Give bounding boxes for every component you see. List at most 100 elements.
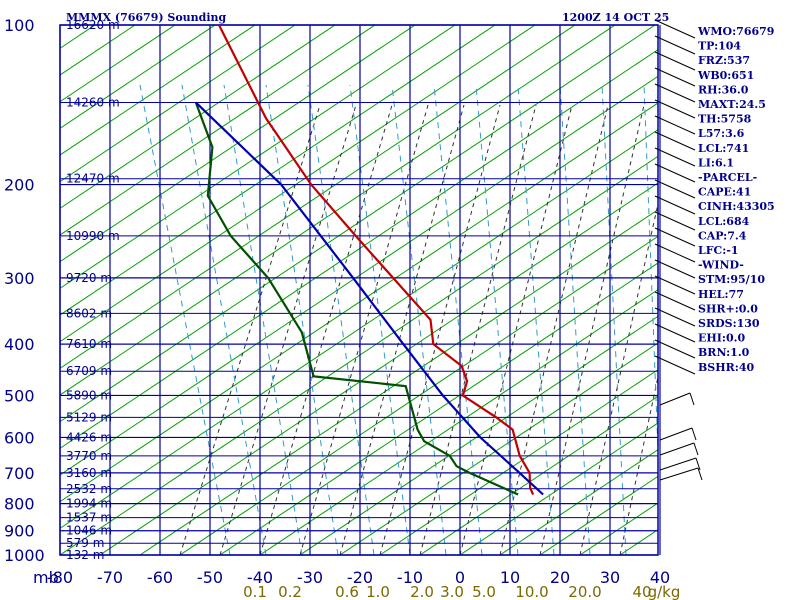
pressure-unit-label: mb xyxy=(33,568,59,587)
wind-barb xyxy=(693,442,699,456)
wind-barb xyxy=(654,227,696,247)
dry-adiabat-line xyxy=(139,209,658,555)
height-label: 10990 m xyxy=(66,229,120,243)
height-label: 1046 m xyxy=(66,524,112,538)
temperature-tick-label: -70 xyxy=(97,568,123,587)
mixing-ratio-label: 0.2 xyxy=(278,583,302,600)
index-value: HEL:77 xyxy=(698,288,744,301)
wind-barb xyxy=(659,442,695,456)
height-label: 579 m xyxy=(66,536,104,550)
mixing-ratio-line xyxy=(391,84,447,555)
wind-barb xyxy=(654,163,696,183)
dry-adiabat-line xyxy=(60,49,658,449)
wind-barb xyxy=(654,131,696,151)
wind-barb xyxy=(654,323,696,343)
mixing-ratio-line xyxy=(517,84,555,555)
chart-datetime: 1200Z 14 OCT 25 xyxy=(562,11,669,24)
wind-barb xyxy=(659,427,693,441)
wind-barb xyxy=(654,291,696,311)
height-label: 3770 m xyxy=(66,449,112,463)
wind-barb xyxy=(654,115,696,135)
mixing-ratio-line xyxy=(307,84,375,555)
mixing-ratio-line xyxy=(139,84,231,555)
temperature-tick-label: -30 xyxy=(297,568,323,587)
height-label: 12470 m xyxy=(66,172,120,186)
mixing-ratio-line xyxy=(181,84,267,555)
pressure-tick-label: 500 xyxy=(4,386,35,405)
index-value: CINH:43305 xyxy=(698,200,775,213)
wind-barb xyxy=(691,427,697,441)
mixing-ratio-line xyxy=(643,84,658,464)
pressure-tick-label: 900 xyxy=(4,522,35,541)
mixing-ratio-label: 20.0 xyxy=(568,583,601,600)
index-value: TP:104 xyxy=(698,40,741,53)
dry-adiabat-line xyxy=(379,369,658,555)
wind-barb xyxy=(654,259,696,279)
index-value: LCL:684 xyxy=(698,215,750,228)
mixing-ratio-line xyxy=(223,84,303,555)
height-label: 1994 m xyxy=(66,497,112,511)
wind-barb xyxy=(654,355,696,375)
wind-barb xyxy=(654,99,696,119)
height-label: 7610 m xyxy=(66,337,112,351)
dry-adiabat-line xyxy=(339,342,658,555)
index-value: SRDS:130 xyxy=(698,317,760,330)
temperature-tick-label: 30 xyxy=(600,568,620,587)
wind-barb xyxy=(654,147,696,167)
dry-adiabat-line xyxy=(60,25,336,209)
mixing-ratio-label: 5.0 xyxy=(472,583,496,600)
height-label: 5129 m xyxy=(66,410,112,424)
parcel-line xyxy=(195,101,544,496)
index-value: BSHR:40 xyxy=(698,361,754,374)
wind-barb xyxy=(654,51,696,71)
mixing-ratio-line xyxy=(349,84,411,555)
index-value: LCL:741 xyxy=(698,142,749,155)
index-value: MAXT:24.5 xyxy=(698,98,766,111)
dry-adiabat-line xyxy=(60,25,496,316)
profile-lines xyxy=(194,25,544,496)
index-value: L57:3.6 xyxy=(698,127,745,140)
temperature-tick-label: -20 xyxy=(347,568,373,587)
wind-barb xyxy=(654,275,696,295)
temperature-tick-label: 10 xyxy=(500,568,520,587)
moist-adiabat-line xyxy=(339,104,465,555)
mixing-ratio-label: 10.0 xyxy=(515,583,548,600)
wind-barb xyxy=(697,467,703,481)
dry-adiabat-line xyxy=(499,449,658,555)
dry-adiabat-line xyxy=(539,475,658,555)
dry-adiabat-line xyxy=(60,25,456,289)
wind-barb xyxy=(654,83,696,103)
wind-barb xyxy=(654,19,696,39)
temperature-tick-label: -10 xyxy=(397,568,423,587)
moist-adiabats xyxy=(179,104,658,555)
dry-adiabat-line xyxy=(60,25,656,423)
index-value: -PARCEL- xyxy=(698,171,757,184)
dry-adiabat-line xyxy=(60,25,576,369)
moist-adiabat-line xyxy=(299,104,429,555)
mixing-ratio-line xyxy=(559,84,591,555)
mixing-ratio-label: 0.6 xyxy=(335,583,359,600)
wind-barb xyxy=(659,392,691,406)
wind-barb xyxy=(654,195,696,215)
temperature-tick-label: -80 xyxy=(47,568,73,587)
height-label: 8602 m xyxy=(66,306,112,320)
moist-adiabat-line xyxy=(379,104,501,555)
dewpoint-line xyxy=(194,102,519,496)
plot-frame xyxy=(59,24,659,556)
wind-barb xyxy=(654,243,696,263)
dry-adiabat-line xyxy=(60,75,658,476)
height-label: 132 m xyxy=(66,548,104,562)
mixing-ratio-line xyxy=(475,84,519,555)
index-value: TH:5758 xyxy=(698,113,752,126)
wind-barb xyxy=(659,467,699,481)
height-label: 4426 m xyxy=(66,430,112,444)
index-value: WMO:76679 xyxy=(697,25,774,38)
wind-barb xyxy=(654,339,696,359)
dry-adiabat-line xyxy=(760,0,800,595)
wind-barb xyxy=(654,35,696,55)
